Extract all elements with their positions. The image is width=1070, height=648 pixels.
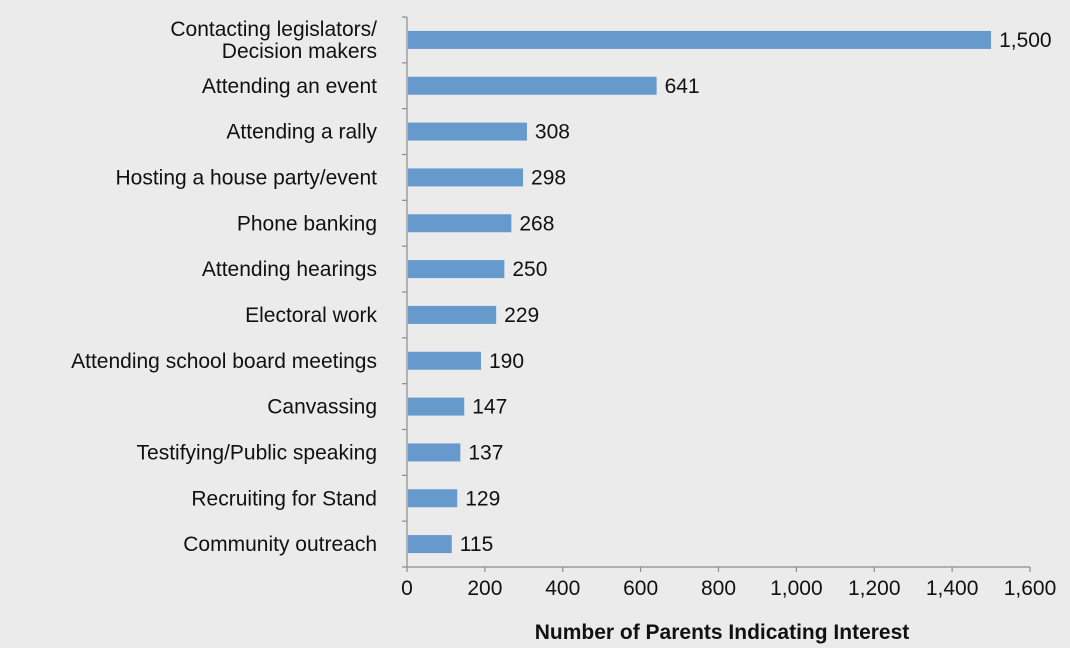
- bar: [408, 489, 458, 508]
- category-label: Recruiting for Stand: [191, 487, 377, 510]
- category-label: Attending an event: [202, 75, 377, 98]
- data-label: 308: [535, 121, 570, 144]
- x-tick-label: 1,200: [848, 577, 901, 600]
- x-tick-label: 1,400: [926, 577, 979, 600]
- bar: [408, 397, 465, 416]
- data-label: 1,500: [999, 29, 1052, 52]
- category-label: Community outreach: [183, 533, 377, 556]
- data-label: 115: [460, 533, 493, 556]
- plot-area: 0 200 400 600 800 1,000 1,200 1,400 1,600 1,500 Co…: [71, 16, 1057, 600]
- x-tick-label: 1,000: [770, 577, 823, 600]
- bar: [408, 214, 512, 233]
- data-label: 250: [512, 258, 547, 281]
- category-label: Phone banking: [237, 212, 377, 235]
- data-label: 268: [519, 212, 554, 235]
- data-label: 129: [465, 487, 500, 510]
- category-label: Contacting legislators/: [170, 18, 377, 41]
- x-tick-label: 600: [623, 577, 658, 600]
- data-label: 190: [489, 350, 524, 373]
- bar: [408, 351, 481, 370]
- bar: [408, 535, 452, 554]
- x-axis-title: Number of Parents Indicating Interest: [535, 621, 910, 644]
- bar: [408, 260, 505, 279]
- x-tick-label: 1,600: [1004, 577, 1057, 600]
- bar: [408, 305, 497, 324]
- category-label: Hosting a house party/event: [116, 166, 378, 189]
- bar: [408, 30, 992, 49]
- x-tick-label: 400: [545, 577, 580, 600]
- category-label: Attending school board meetings: [71, 350, 377, 373]
- category-label: Electoral work: [245, 304, 377, 327]
- bar: [408, 76, 657, 95]
- data-label: 641: [665, 75, 700, 98]
- bar: [408, 443, 461, 462]
- category-label: Attending hearings: [202, 258, 377, 281]
- bar: [408, 122, 527, 141]
- bar: [408, 168, 524, 187]
- x-tick-label: 0: [401, 577, 413, 600]
- category-label: Canvassing: [267, 396, 377, 419]
- data-label: 147: [472, 396, 507, 419]
- category-label: Testifying/Public speaking: [137, 441, 377, 464]
- category-label: Decision makers: [222, 40, 377, 63]
- category-label: Attending a rally: [226, 121, 377, 144]
- data-label: 137: [468, 441, 503, 464]
- x-tick-label: 200: [467, 577, 502, 600]
- data-label: 229: [504, 304, 539, 327]
- data-label: 298: [531, 166, 566, 189]
- x-tick-label: 800: [701, 577, 736, 600]
